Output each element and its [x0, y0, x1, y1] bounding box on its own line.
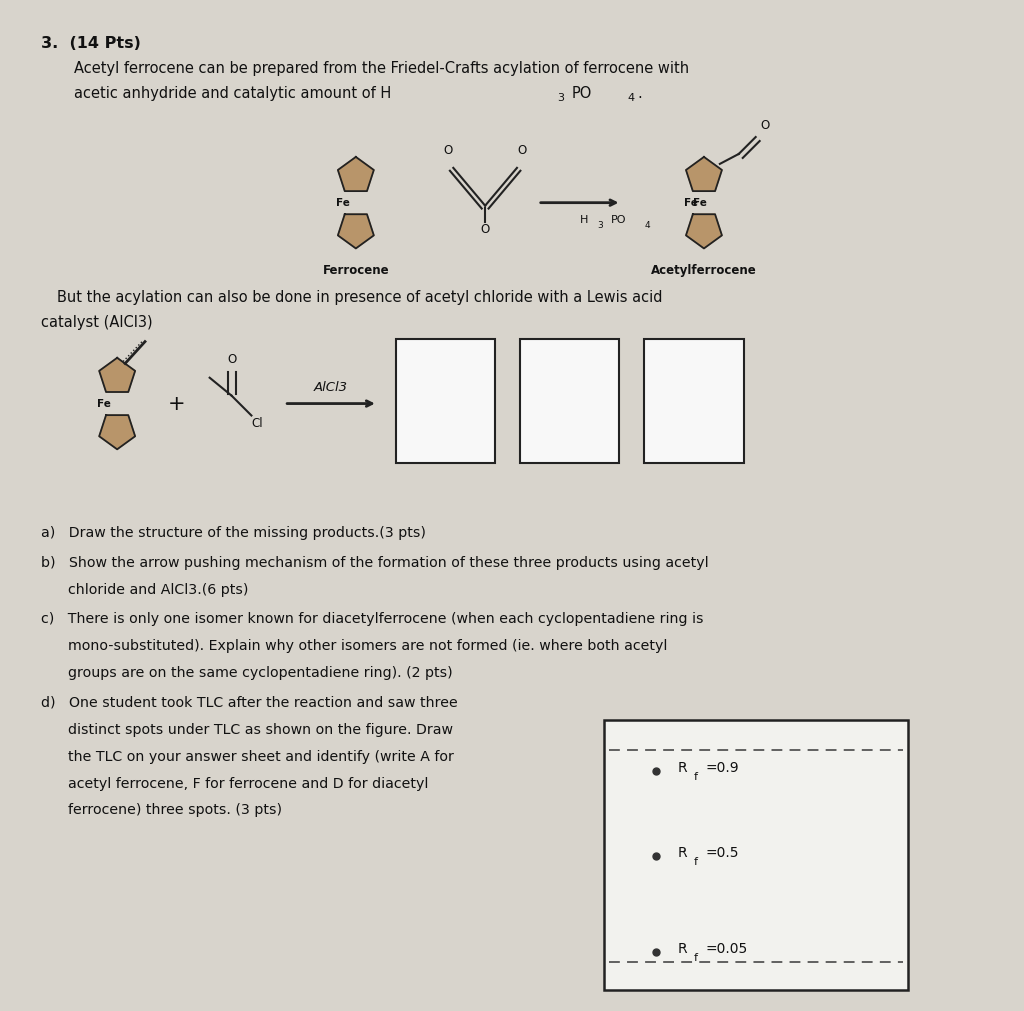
Text: d)   One student took TLC after the reaction and saw three: d) One student took TLC after the reacti…: [41, 696, 458, 710]
Text: PO: PO: [610, 214, 626, 224]
Polygon shape: [338, 157, 374, 191]
Text: chloride and AlCl3.(6 pts): chloride and AlCl3.(6 pts): [41, 582, 248, 596]
Text: distinct spots under TLC as shown on the figure. Draw: distinct spots under TLC as shown on the…: [41, 723, 453, 737]
Text: +: +: [168, 393, 185, 413]
Text: b)   Show the arrow pushing mechanism of the formation of these three products u: b) Show the arrow pushing mechanism of t…: [41, 556, 709, 570]
Polygon shape: [338, 214, 374, 249]
Text: H: H: [580, 214, 588, 224]
Text: R: R: [678, 761, 688, 775]
Text: 4: 4: [644, 220, 650, 229]
Bar: [520, 339, 620, 463]
Text: O: O: [480, 222, 489, 236]
Text: But the acylation can also be done in presence of acetyl chloride with a Lewis a: But the acylation can also be done in pr…: [57, 290, 663, 305]
Text: 3.  (14 Pts): 3. (14 Pts): [41, 35, 140, 51]
Text: the TLC on your answer sheet and identify (write A for: the TLC on your answer sheet and identif…: [41, 749, 454, 763]
Bar: [604, 720, 908, 991]
Text: R: R: [678, 942, 688, 955]
Text: 3: 3: [598, 220, 603, 229]
Text: =0.9: =0.9: [706, 761, 739, 775]
Text: O: O: [443, 144, 453, 157]
Text: PO: PO: [571, 86, 592, 101]
Text: a)   Draw the structure of the missing products.(3 pts): a) Draw the structure of the missing pro…: [41, 526, 425, 540]
Text: Acetyl ferrocene can be prepared from the Friedel-Crafts acylation of ferrocene : Acetyl ferrocene can be prepared from th…: [75, 62, 689, 77]
Text: 3: 3: [557, 93, 564, 103]
Text: Fe: Fe: [97, 398, 112, 408]
Text: Fe: Fe: [693, 198, 707, 207]
Text: Ferrocene: Ferrocene: [323, 264, 389, 277]
Text: c)   There is only one isomer known for diacetylferrocene (when each cyclopentad: c) There is only one isomer known for di…: [41, 613, 703, 627]
Text: 4: 4: [628, 93, 635, 103]
Text: .: .: [637, 86, 642, 101]
Text: f: f: [694, 857, 698, 867]
Text: =0.5: =0.5: [706, 846, 739, 860]
Text: R: R: [678, 846, 688, 860]
Text: mono-substituted). Explain why other isomers are not formed (ie. where both acet: mono-substituted). Explain why other iso…: [41, 639, 667, 653]
Text: O: O: [517, 144, 526, 157]
Text: ferrocene) three spots. (3 pts): ferrocene) three spots. (3 pts): [41, 804, 282, 817]
Bar: [644, 339, 743, 463]
Text: Fe: Fe: [336, 198, 350, 207]
Text: =0.05: =0.05: [706, 942, 749, 955]
Text: catalyst (AlCl3): catalyst (AlCl3): [41, 315, 153, 330]
Text: O: O: [761, 119, 770, 132]
Text: O: O: [227, 353, 237, 366]
Text: groups are on the same cyclopentadiene ring). (2 pts): groups are on the same cyclopentadiene r…: [41, 666, 453, 680]
Text: Acetylferrocene: Acetylferrocene: [651, 264, 757, 277]
Polygon shape: [99, 358, 135, 392]
Polygon shape: [686, 214, 722, 249]
Text: Fe: Fe: [684, 198, 698, 207]
Text: f: f: [694, 772, 698, 782]
Polygon shape: [99, 416, 135, 449]
Text: Cl: Cl: [252, 417, 263, 430]
Text: f: f: [694, 952, 698, 962]
Bar: [395, 339, 495, 463]
Polygon shape: [686, 157, 722, 191]
Text: acetyl ferrocene, F for ferrocene and D for diacetyl: acetyl ferrocene, F for ferrocene and D …: [41, 776, 428, 791]
Text: acetic anhydride and catalytic amount of H: acetic anhydride and catalytic amount of…: [75, 86, 391, 101]
Text: AlCl3: AlCl3: [314, 380, 348, 393]
